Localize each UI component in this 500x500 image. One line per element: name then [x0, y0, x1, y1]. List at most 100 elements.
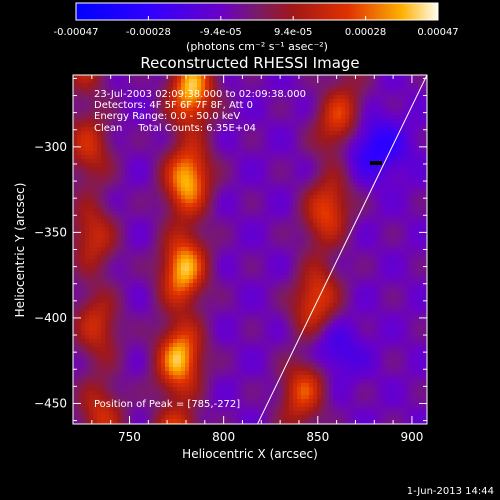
heatmap-cell: [181, 415, 185, 419]
heatmap-cell: [121, 359, 125, 363]
heatmap-cell: [125, 83, 129, 87]
heatmap-cell: [205, 159, 209, 163]
heatmap-cell: [157, 387, 161, 391]
heatmap-cell: [93, 215, 97, 219]
heatmap-cell: [277, 175, 281, 179]
heatmap-cell: [281, 207, 285, 211]
heatmap-cell: [201, 407, 205, 411]
heatmap-cell: [153, 231, 157, 235]
heatmap-cell: [121, 199, 125, 203]
heatmap-cell: [289, 79, 293, 83]
heatmap-cell: [213, 371, 217, 375]
heatmap-cell: [193, 339, 197, 343]
heatmap-cell: [293, 127, 297, 131]
heatmap-cell: [105, 243, 109, 247]
heatmap-cell: [201, 99, 205, 103]
heatmap-cell: [109, 139, 113, 143]
heatmap-cell: [85, 383, 89, 387]
heatmap-cell: [177, 347, 181, 351]
heatmap-cell: [229, 203, 233, 207]
heatmap-cell: [293, 299, 297, 303]
heatmap-cell: [205, 307, 209, 311]
heatmap-cell: [185, 123, 189, 127]
heatmap-cell: [253, 75, 257, 79]
heatmap-cell: [249, 103, 253, 107]
heatmap-cell: [253, 107, 257, 111]
heatmap-cell: [97, 103, 101, 107]
heatmap-cell: [253, 235, 257, 239]
heatmap-cell: [193, 275, 197, 279]
heatmap-cell: [165, 403, 169, 407]
heatmap-cell: [145, 331, 149, 335]
heatmap-cell: [249, 323, 253, 327]
heatmap-cell: [93, 311, 97, 315]
heatmap-cell: [221, 83, 225, 87]
heatmap-cell: [277, 323, 281, 327]
heatmap-cell: [97, 283, 101, 287]
heatmap-cell: [285, 127, 289, 131]
heatmap-cell: [149, 295, 153, 299]
heatmap-cell: [169, 315, 173, 319]
heatmap-cell: [141, 319, 145, 323]
heatmap-cell: [221, 291, 225, 295]
heatmap-cell: [113, 279, 117, 283]
heatmap-cell: [161, 363, 165, 367]
heatmap-cell: [121, 171, 125, 175]
heatmap-cell: [277, 167, 281, 171]
heatmap-cell: [285, 115, 289, 119]
heatmap-cell: [177, 359, 181, 363]
heatmap-cell: [241, 355, 245, 359]
heatmap-cell: [165, 127, 169, 131]
heatmap-cell: [189, 399, 193, 403]
heatmap-cell: [209, 319, 213, 323]
heatmap-cell: [185, 187, 189, 191]
heatmap-cell: [161, 95, 165, 99]
heatmap-cell: [265, 203, 269, 207]
heatmap-cell: [237, 323, 241, 327]
heatmap-cell: [221, 327, 225, 331]
heatmap-cell: [85, 115, 89, 119]
heatmap-cell: [137, 399, 141, 403]
heatmap-cell: [113, 183, 117, 187]
heatmap-cell: [257, 387, 261, 391]
heatmap-cell: [177, 275, 181, 279]
heatmap-cell: [265, 123, 269, 127]
heatmap-cell: [273, 147, 277, 151]
heatmap-cell: [269, 167, 273, 171]
heatmap-cell: [177, 343, 181, 347]
heatmap-cell: [249, 247, 253, 251]
heatmap-cell: [289, 323, 293, 327]
heatmap-cell: [185, 355, 189, 359]
heatmap-cell: [225, 359, 229, 363]
heatmap-cell: [73, 239, 77, 243]
heatmap-cell: [149, 399, 153, 403]
heatmap-cell: [101, 211, 105, 215]
heatmap-cell: [217, 371, 221, 375]
heatmap-cell: [133, 363, 137, 367]
heatmap-cell: [241, 95, 245, 99]
heatmap-cell: [149, 367, 153, 371]
heatmap-cell: [105, 403, 109, 407]
heatmap-cell: [221, 419, 225, 423]
heatmap-cell: [221, 203, 225, 207]
heatmap-cell: [157, 279, 161, 283]
heatmap-cell: [137, 183, 141, 187]
heatmap-cell: [173, 251, 177, 255]
heatmap-cell: [249, 267, 253, 271]
heatmap-cell: [177, 255, 181, 259]
heatmap-cell: [289, 99, 293, 103]
heatmap-cell: [217, 163, 221, 167]
heatmap-cell: [125, 411, 129, 415]
heatmap-cell: [185, 91, 189, 95]
heatmap-cell: [137, 311, 141, 315]
heatmap-cell: [141, 419, 145, 423]
heatmap-cell: [137, 263, 141, 267]
heatmap-cell: [77, 271, 81, 275]
heatmap-cell: [225, 155, 229, 159]
heatmap-cell: [117, 103, 121, 107]
heatmap-cell: [197, 123, 201, 127]
heatmap-cell: [177, 187, 181, 191]
heatmap-cell: [257, 83, 261, 87]
heatmap-cell: [169, 127, 173, 131]
heatmap-cell: [73, 267, 77, 271]
